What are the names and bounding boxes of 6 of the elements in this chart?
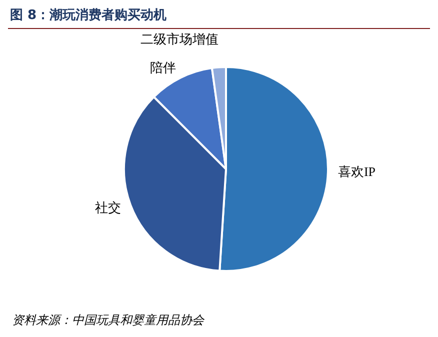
slice-label: 社交 [95, 200, 122, 216]
text: 资料来源：中国玩具和婴童用品协会 [12, 312, 204, 329]
slice-label: 二级市场增值 [140, 32, 218, 47]
slice-label: 陪伴 [150, 60, 176, 76]
slice-label: 喜欢IP [338, 164, 376, 179]
chart-title: 图 8：潮玩消费者购买动机 [10, 7, 167, 24]
